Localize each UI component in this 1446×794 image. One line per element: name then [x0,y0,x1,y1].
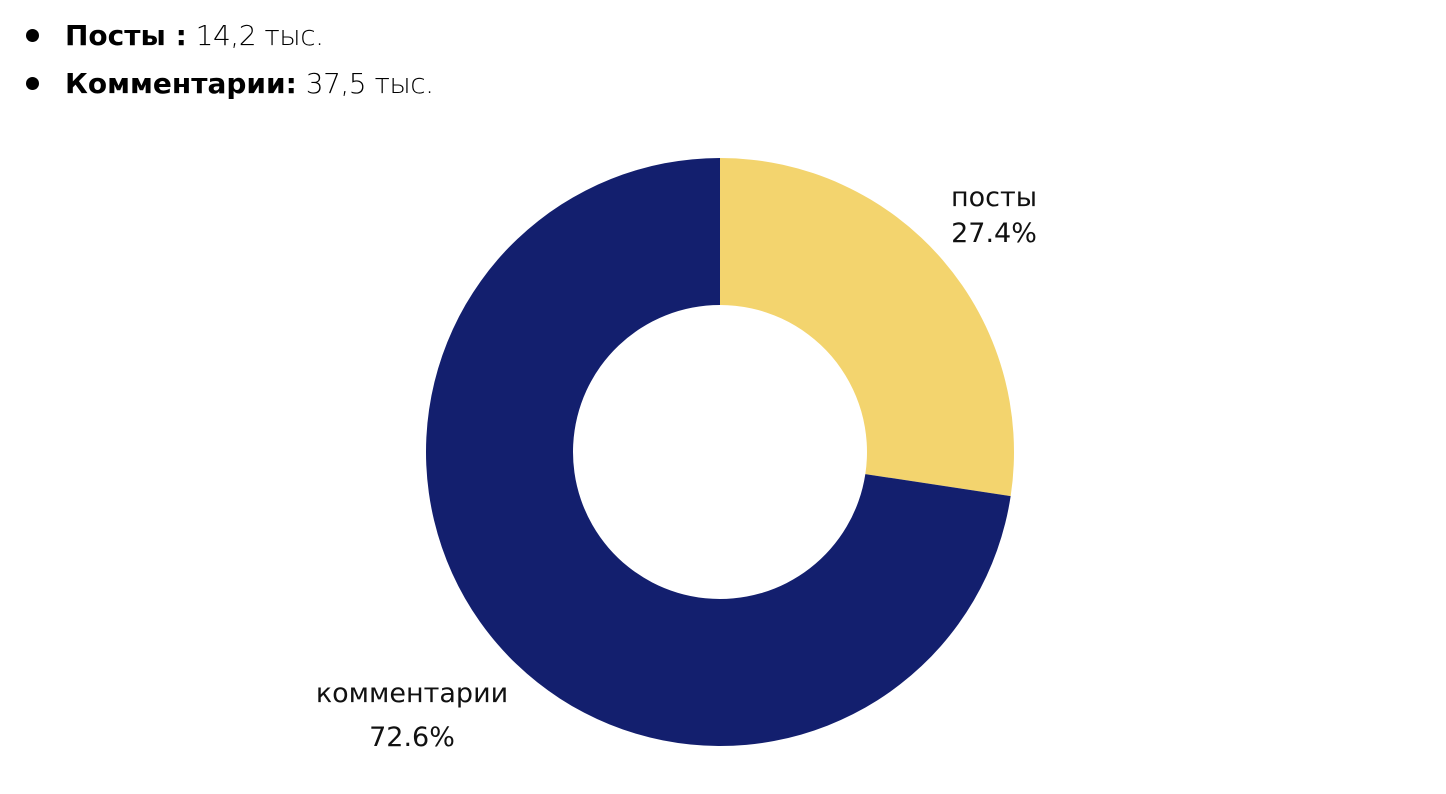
stat-posts-value: 14,2 тыс. [195,19,324,52]
stat-comments-value: 37,5 тыс. [305,67,434,100]
bullet-icon [26,77,39,90]
stat-posts-label: Посты : [65,19,187,52]
stats-list: Посты : 14,2 тыс. Комментарии: 37,5 тыс. [22,12,434,108]
stat-posts: Посты : 14,2 тыс. [22,12,434,60]
donut-slices [426,157,1014,746]
comments-label-pct: 72.6% [369,722,455,753]
posts-label-pct: 27.4% [951,218,1037,249]
slice-posts [720,158,1014,497]
slice-comments [426,157,1011,746]
bullet-icon [26,29,39,42]
stat-comments-label: Комментарии: [65,67,297,100]
comments-label-name: комментарии [316,678,508,709]
stat-comments: Комментарии: 37,5 тыс. [22,60,434,108]
posts-label-name: посты [951,182,1037,213]
